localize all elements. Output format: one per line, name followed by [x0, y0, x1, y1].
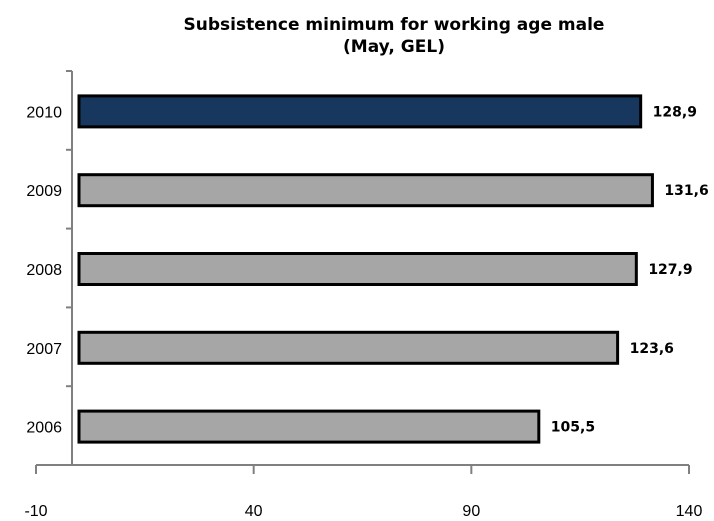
category-label: 2006	[26, 420, 62, 437]
x-tick-label: 40	[245, 503, 263, 520]
chart-title: Subsistence minimum for working age male	[184, 15, 605, 35]
axes: -10 40 90 140	[24, 70, 703, 520]
bar	[77, 252, 638, 286]
chart-subtitle: (May, GEL)	[343, 37, 445, 57]
bar	[77, 94, 643, 129]
data-label: 131,6	[664, 183, 708, 199]
bars	[77, 94, 654, 444]
category-label: 2007	[26, 341, 62, 358]
labels: 2010 128,9 2009 131,6 2008 127,9 2007 123,6 2006…	[26, 104, 708, 436]
bar	[77, 330, 620, 365]
category-label: 2009	[26, 183, 62, 200]
data-label: 105,5	[551, 420, 595, 436]
x-tick-label: -10	[24, 503, 47, 520]
data-label: 128,9	[653, 104, 697, 120]
category-label: 2010	[26, 104, 62, 121]
x-tick-label: 140	[676, 503, 703, 520]
x-tick-label: 90	[462, 503, 480, 520]
category-label: 2008	[26, 262, 62, 279]
data-label: 127,9	[648, 262, 692, 278]
bar	[77, 173, 654, 208]
bar	[77, 409, 541, 444]
data-label: 123,6	[630, 341, 674, 357]
